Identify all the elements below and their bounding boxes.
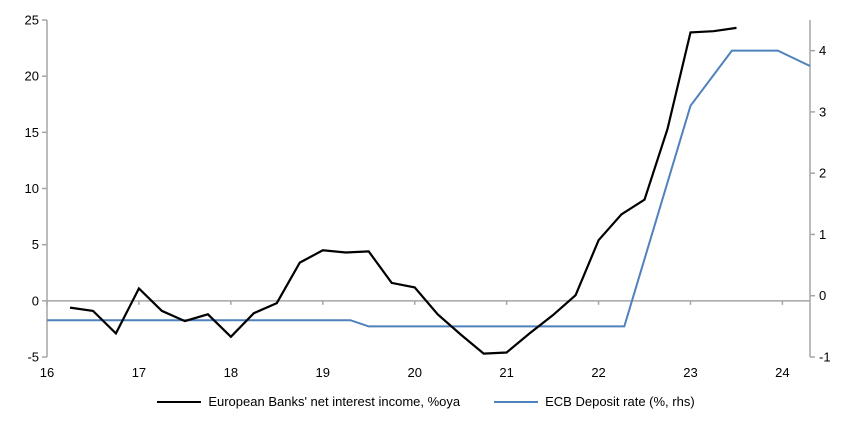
y-right-tick-label: 4	[819, 43, 826, 58]
x-tick-label: 21	[499, 365, 513, 380]
x-tick-label: 17	[132, 365, 146, 380]
x-tick-label: 19	[316, 365, 330, 380]
y-right-tick-label: 3	[819, 104, 826, 119]
y-left-tick-label: 15	[25, 125, 39, 140]
legend-label-nii: European Banks' net interest income, %oy…	[208, 394, 461, 409]
y-left-tick-label: 20	[25, 69, 39, 84]
nii-line	[69, 26, 737, 355]
y-left-tick-label: 5	[32, 237, 39, 252]
x-tick-label: 18	[224, 365, 238, 380]
y-right-tick-label: 2	[819, 166, 826, 181]
legend-item-deposit-rate: ECB Deposit rate (%, rhs)	[494, 394, 695, 409]
y-right-tick-label: 1	[819, 227, 826, 242]
legend-item-nii: European Banks' net interest income, %oy…	[157, 394, 460, 409]
y-left-tick-label: 0	[32, 293, 39, 308]
y-left-tick-label: -5	[27, 350, 39, 365]
y-right-tick-label: 0	[819, 288, 826, 303]
x-tick-label: 20	[407, 365, 421, 380]
x-tick-label: 23	[683, 365, 697, 380]
deposit-rate-line	[47, 49, 811, 328]
x-tick-label: 22	[591, 365, 605, 380]
deposit-rate-line-swatch	[494, 400, 539, 403]
y-right-tick-label: -1	[819, 350, 831, 365]
nii-line-swatch	[157, 400, 202, 403]
x-tick-label: 16	[40, 365, 54, 380]
legend-label-deposit-rate: ECB Deposit rate (%, rhs)	[545, 394, 695, 409]
y-left-tick-label: 25	[25, 13, 39, 28]
x-tick-label: 24	[775, 365, 789, 380]
y-left-tick-label: 10	[25, 181, 39, 196]
legend: European Banks' net interest income, %oy…	[0, 385, 852, 427]
